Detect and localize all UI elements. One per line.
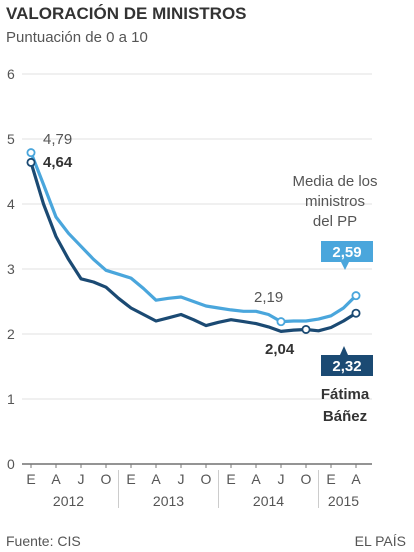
data-point-marker [26, 148, 36, 158]
x-tick-label: O [201, 471, 212, 487]
x-tick-label: A [251, 471, 261, 487]
year-label: 2014 [253, 493, 284, 509]
x-tick-label: O [101, 471, 112, 487]
brand-logo-text: EL PAÍS [354, 533, 406, 549]
y-tick-label: 0 [7, 456, 15, 472]
x-tick-label: O [301, 471, 312, 487]
data-point-marker [276, 317, 286, 327]
year-label: 2015 [328, 493, 359, 509]
data-label-pp-start: 4,79 [43, 131, 72, 148]
data-label-banez-end: 2,32 [332, 358, 361, 375]
data-label-pp-end: 2,59 [332, 244, 361, 261]
x-tick-label: E [26, 471, 35, 487]
end-value-pointer-banez [340, 346, 348, 355]
y-tick-label: 2 [7, 326, 15, 342]
x-tick-label: J [78, 471, 85, 487]
x-tick-label: A [151, 471, 161, 487]
data-label-banez-2014: 2,04 [265, 341, 295, 358]
x-tick-label: E [226, 471, 235, 487]
y-tick-label: 1 [7, 391, 15, 407]
x-tick-label: E [126, 471, 135, 487]
series-label-banez: Fátima [321, 386, 370, 403]
x-tick-label: J [178, 471, 185, 487]
x-tick-label: A [351, 471, 361, 487]
chart-subtitle: Puntuación de 0 a 10 [6, 29, 148, 46]
series-label-pp: Media de los [292, 173, 377, 190]
y-tick-label: 6 [7, 66, 15, 82]
year-label: 2012 [53, 493, 84, 509]
data-label-banez-start: 4,64 [43, 154, 73, 171]
source-note: Fuente: CIS [6, 533, 81, 549]
data-point-marker [351, 308, 361, 318]
data-point-marker [351, 291, 361, 301]
x-tick-label: A [51, 471, 61, 487]
series-label-pp: del PP [313, 213, 357, 230]
series-line-pp-average [29, 151, 358, 324]
end-value-pointer-pp [341, 262, 349, 270]
x-tick-label: E [326, 471, 335, 487]
data-label-pp-2014: 2,19 [254, 289, 283, 306]
data-point-marker [301, 324, 311, 334]
x-tick-label: J [278, 471, 285, 487]
y-tick-label: 4 [7, 196, 15, 212]
data-point-marker [26, 157, 36, 167]
series-label-pp: ministros [305, 193, 365, 210]
series-label-banez: Báñez [323, 408, 367, 425]
y-tick-label: 3 [7, 261, 15, 277]
end-value-box-pp [321, 241, 373, 262]
y-tick-label: 5 [7, 131, 15, 147]
end-value-box-banez [321, 355, 373, 376]
chart-title: VALORACIÓN DE MINISTROS [6, 4, 247, 23]
year-label: 2013 [153, 493, 184, 509]
